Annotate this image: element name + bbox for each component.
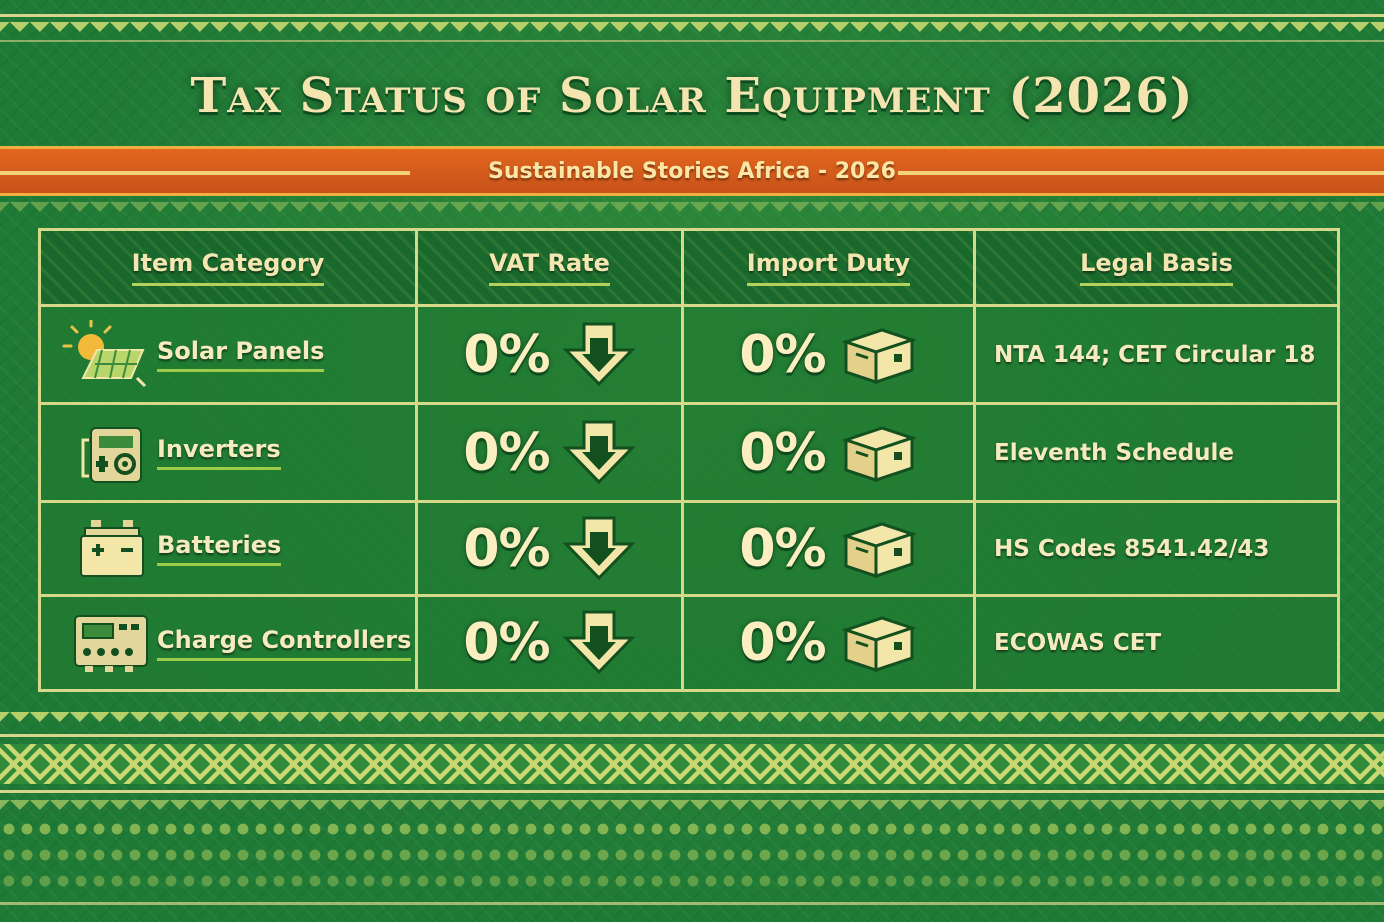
box-icon (840, 521, 917, 578)
table-row-vat: 0% (418, 405, 684, 503)
top-border-line-2 (0, 40, 1384, 42)
table-row-legal: ECOWAS CET (976, 597, 1337, 689)
duty-group: 0% (684, 324, 973, 386)
banner-triangle-border (0, 202, 1384, 212)
category-label: Charge Controllers (157, 626, 412, 661)
import-duty-value: 0% (739, 422, 826, 483)
bottom-triangle-border (0, 712, 1384, 726)
category-label: Batteries (157, 531, 282, 566)
banner-line-left (0, 171, 410, 175)
table-row-category: Inverters (41, 405, 418, 503)
import-duty-value: 0% (739, 324, 826, 385)
vat-rate-value: 0% (463, 324, 550, 385)
vat-group: 0% (418, 610, 681, 676)
vat-rate-value: 0% (463, 422, 550, 483)
header-legal-basis: Legal Basis (976, 231, 1337, 307)
header-label: VAT Rate (489, 249, 610, 286)
table-row-legal: Eleventh Schedule (976, 405, 1337, 503)
import-duty-value: 0% (739, 613, 826, 673)
vat-group: 0% (418, 516, 681, 582)
table-row-category: Solar Panels (41, 307, 418, 405)
page-title: Tax Status of Solar Equipment (2026) (190, 68, 1194, 124)
bottom-triangle-border-2 (0, 800, 1384, 812)
table-row-legal: NTA 144; CET Circular 18 (976, 307, 1337, 405)
import-duty-value: 0% (739, 518, 826, 579)
inverter-icon (81, 426, 142, 483)
down-arrow-icon (562, 322, 636, 386)
table-row-vat: 0% (418, 307, 684, 405)
header-label: Legal Basis (1080, 249, 1233, 286)
header-label: Import Duty (746, 249, 911, 286)
top-border-line (0, 14, 1384, 17)
category-label: Solar Panels (157, 337, 325, 372)
vat-group: 0% (418, 420, 681, 486)
subtitle-banner (0, 146, 1384, 196)
box-icon (840, 327, 917, 384)
header-label: Item Category (131, 249, 325, 286)
category-label: Inverters (157, 435, 281, 470)
banner-line-right (898, 171, 1384, 175)
solar-panel-icon (62, 319, 147, 387)
duty-group: 0% (684, 518, 973, 580)
table-row-legal: HS Codes 8541.42/43 (976, 503, 1337, 597)
vat-rate-value: 0% (463, 518, 550, 579)
legal-basis-text: HS Codes 8541.42/43 (994, 535, 1270, 562)
bottom-border-line (0, 734, 1384, 737)
table-row-duty: 0% (684, 405, 976, 503)
diamond-pattern-strip (0, 744, 1384, 784)
bottom-border-line-2 (0, 790, 1384, 793)
charge-controller-icon (74, 615, 148, 672)
legal-basis-text: Eleventh Schedule (994, 439, 1235, 466)
page-subtitle: Sustainable Stories Africa - 2026 (488, 159, 896, 184)
table-row-category: Charge Controllers (41, 597, 418, 689)
table-row-duty: 0% (684, 503, 976, 597)
duty-group: 0% (684, 612, 973, 674)
bottom-dots-pattern (0, 822, 1384, 836)
bottom-dots-pattern-3 (0, 874, 1384, 888)
header-import-duty: Import Duty (684, 231, 976, 307)
box-icon (840, 616, 917, 673)
table-row-duty: 0% (684, 597, 976, 689)
down-arrow-icon (562, 610, 636, 675)
top-triangle-border (0, 22, 1384, 36)
down-arrow-icon (562, 420, 636, 484)
tax-table: Item Category VAT Rate Import Duty Legal… (38, 228, 1340, 692)
table-row-duty: 0% (684, 307, 976, 405)
bottom-border-line-3 (0, 902, 1384, 905)
legal-basis-text: ECOWAS CET (994, 630, 1162, 656)
battery-icon (80, 519, 144, 577)
bottom-dots-pattern-2 (0, 848, 1384, 862)
vat-group: 0% (418, 322, 681, 388)
table-row-vat: 0% (418, 503, 684, 597)
legal-basis-text: NTA 144; CET Circular 18 (994, 341, 1316, 368)
vat-rate-value: 0% (463, 613, 550, 673)
header-item-category: Item Category (41, 231, 418, 307)
box-icon (840, 425, 917, 482)
down-arrow-icon (562, 516, 636, 580)
duty-group: 0% (684, 422, 973, 484)
header-vat-rate: VAT Rate (418, 231, 684, 307)
table-row-category: Batteries (41, 503, 418, 597)
table-row-vat: 0% (418, 597, 684, 689)
